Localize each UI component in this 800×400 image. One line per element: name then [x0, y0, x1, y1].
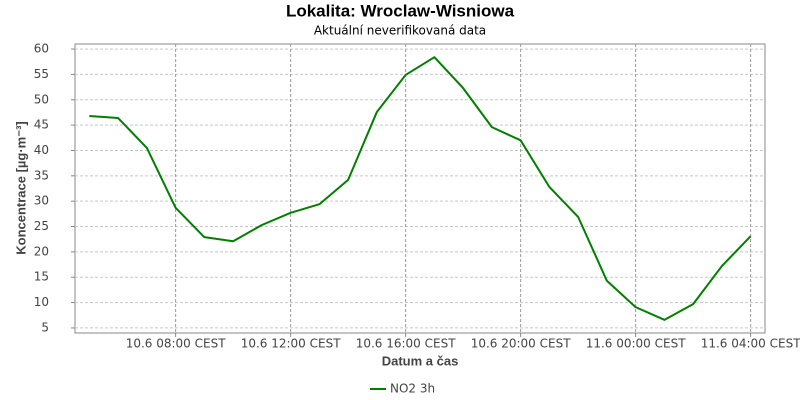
x-tick-label: 11.6 00:00 CEST	[586, 337, 687, 351]
y-tick-label: 10	[34, 295, 49, 309]
plot-area	[74, 43, 766, 334]
x-tick-label: 10.6 12:00 CEST	[241, 337, 342, 351]
x-tick-label: 11.6 04:00 CEST	[701, 337, 800, 351]
y-tick-label: 45	[34, 118, 49, 132]
x-axis-label: Datum a čas	[382, 353, 459, 368]
x-tick-label: 10.6 16:00 CEST	[356, 337, 457, 351]
y-tick-label: 5	[41, 320, 49, 334]
x-tick-label: 10.6 20:00 CEST	[471, 337, 572, 351]
data-line	[89, 56, 752, 321]
legend-label: NO2 3h	[390, 382, 435, 396]
y-tick-label: 20	[34, 244, 49, 258]
y-axis-label: Koncentrace [µg·m⁻³]	[13, 121, 28, 255]
x-tick-label: 10.6 08:00 CEST	[126, 337, 227, 351]
y-tick-label: 25	[34, 219, 49, 233]
y-tick-label: 50	[34, 92, 49, 106]
y-tick-label: 60	[34, 42, 49, 56]
y-tick-label: 35	[34, 168, 49, 182]
y-tick-label: 55	[34, 67, 49, 81]
y-tick-label: 15	[34, 270, 49, 284]
chart-title: Lokalita: Wroclaw-Wisniowa	[286, 1, 515, 20]
chart-subtitle: Aktuální neverifikovaná data	[314, 24, 486, 38]
y-tick-label: 30	[34, 194, 49, 208]
y-tick-label: 40	[34, 143, 49, 157]
